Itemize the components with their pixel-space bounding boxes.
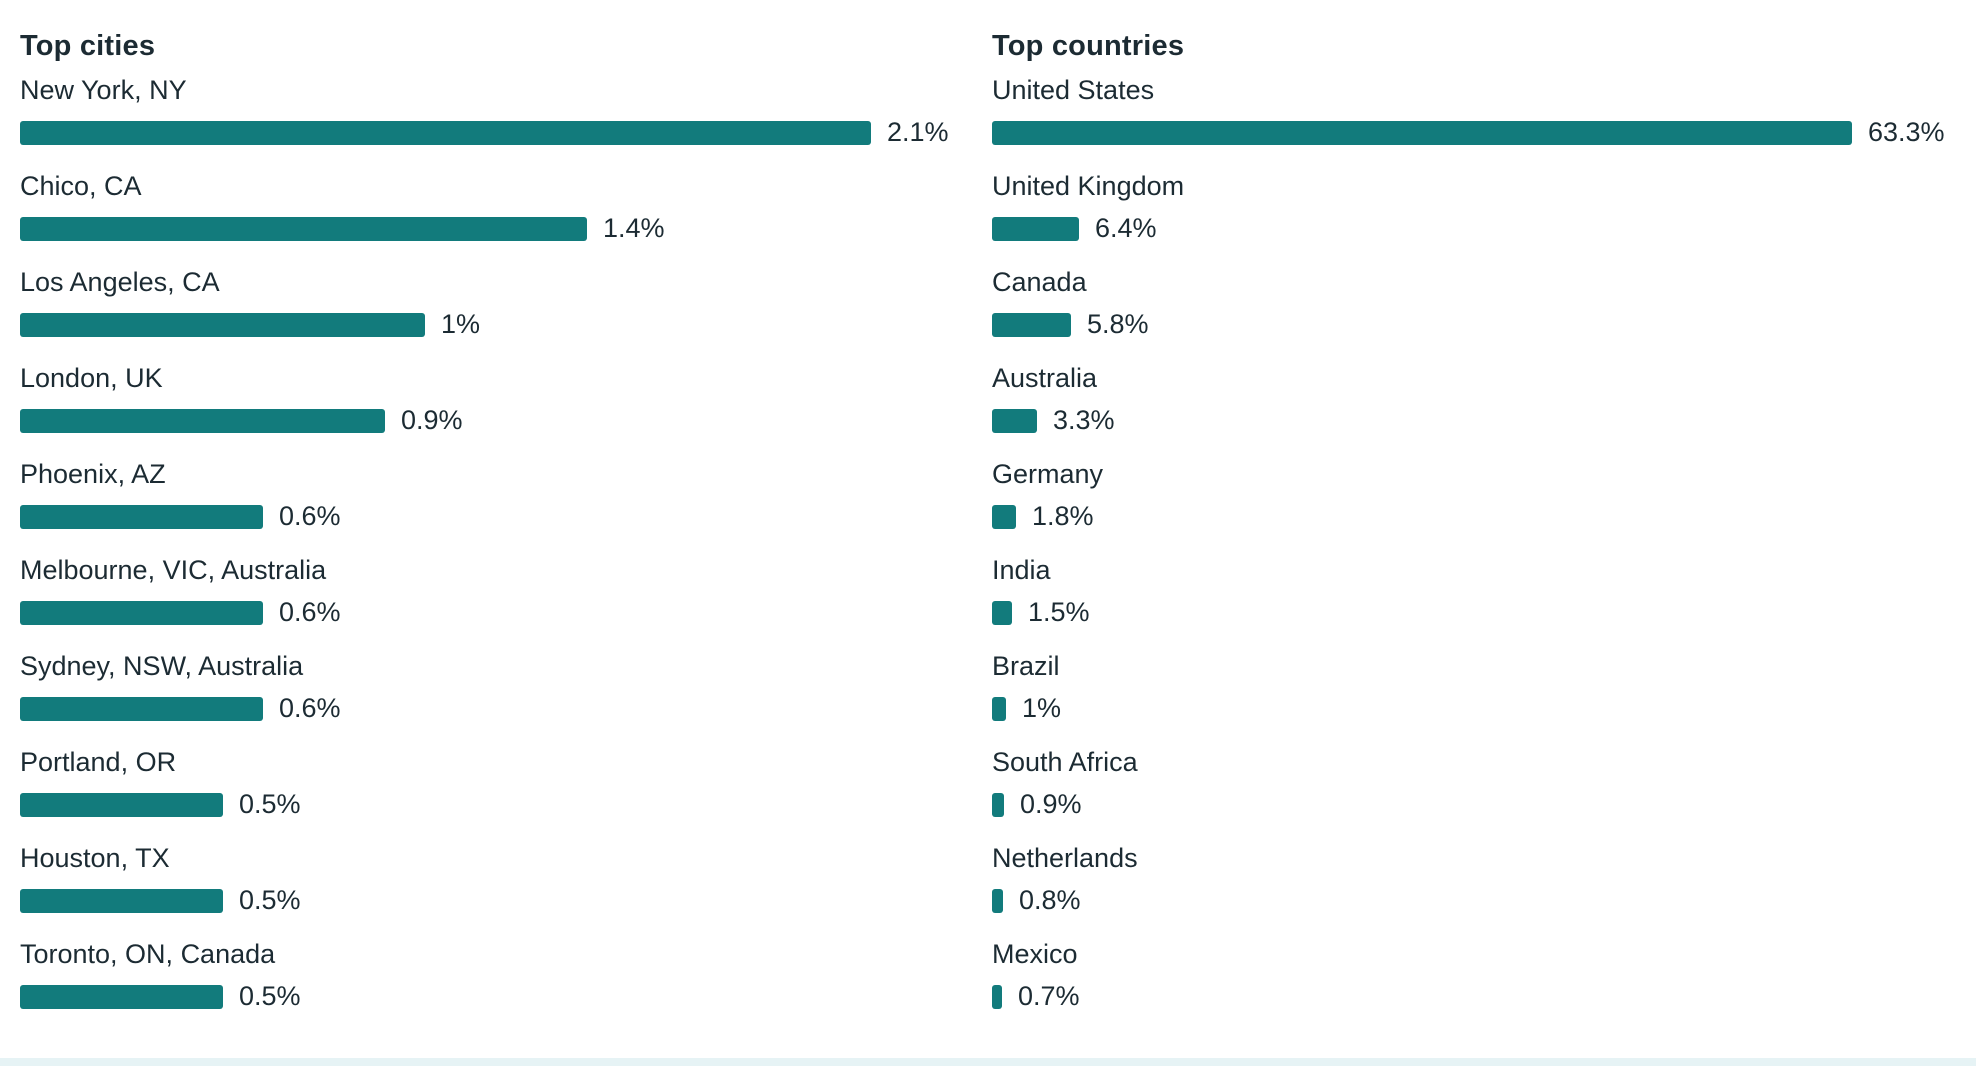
city-label: Chico, CA bbox=[20, 171, 142, 201]
country-bar bbox=[992, 793, 1004, 817]
country-percent-label: 0.7% bbox=[1018, 981, 1080, 1011]
city-label: Melbourne, VIC, Australia bbox=[20, 555, 327, 585]
city-bar bbox=[20, 121, 871, 145]
city-percent-label: 0.5% bbox=[239, 981, 301, 1011]
country-percent-label: 0.8% bbox=[1019, 885, 1081, 915]
country-bar bbox=[992, 601, 1012, 625]
city-bar bbox=[20, 409, 385, 433]
top-cities-panel: Top cities New York, NY 2.1% Chico, CA 1.4%… bbox=[20, 22, 975, 1030]
country-row: Canada 5.8% bbox=[992, 262, 1956, 358]
country-row: Mexico 0.7% bbox=[992, 934, 1956, 1030]
city-row: London, UK 0.9% bbox=[20, 358, 975, 454]
country-bar bbox=[992, 313, 1071, 337]
top-cities-list: New York, NY 2.1% Chico, CA 1.4% Los Angeles… bbox=[20, 70, 975, 1030]
city-percent-label: 2.1% bbox=[887, 117, 949, 147]
city-percent-label: 0.6% bbox=[279, 501, 341, 531]
city-label: Phoenix, AZ bbox=[20, 459, 166, 489]
country-percent-label: 1.5% bbox=[1028, 597, 1090, 627]
country-label: Germany bbox=[992, 459, 1104, 489]
country-label: Mexico bbox=[992, 939, 1078, 969]
city-label: Los Angeles, CA bbox=[20, 267, 220, 297]
country-bar bbox=[992, 121, 1852, 145]
city-row: Portland, OR 0.5% bbox=[20, 742, 975, 838]
country-label: Australia bbox=[992, 363, 1098, 393]
top-countries-title: Top countries bbox=[992, 30, 1185, 62]
top-cities-title: Top cities bbox=[20, 30, 156, 62]
country-bar bbox=[992, 217, 1079, 241]
country-row: Germany 1.8% bbox=[992, 454, 1956, 550]
city-row: Chico, CA 1.4% bbox=[20, 166, 975, 262]
city-label: Houston, TX bbox=[20, 843, 170, 873]
country-row: Brazil 1% bbox=[992, 646, 1956, 742]
country-bar bbox=[992, 505, 1016, 529]
country-label: United Kingdom bbox=[992, 171, 1185, 201]
city-row: Sydney, NSW, Australia 0.6% bbox=[20, 646, 975, 742]
city-row: Los Angeles, CA 1% bbox=[20, 262, 975, 358]
city-percent-label: 1% bbox=[441, 309, 481, 339]
country-percent-label: 1% bbox=[1022, 693, 1062, 723]
country-percent-label: 3.3% bbox=[1053, 405, 1115, 435]
city-bar bbox=[20, 505, 263, 529]
country-row: India 1.5% bbox=[992, 550, 1956, 646]
city-row: New York, NY 2.1% bbox=[20, 70, 975, 166]
city-label: London, UK bbox=[20, 363, 163, 393]
footer-strip bbox=[0, 1058, 1976, 1066]
city-label: Portland, OR bbox=[20, 747, 177, 777]
city-label: New York, NY bbox=[20, 75, 187, 105]
country-label: South Africa bbox=[992, 747, 1138, 777]
city-percent-label: 0.6% bbox=[279, 693, 341, 723]
city-row: Toronto, ON, Canada 0.5% bbox=[20, 934, 975, 1030]
city-label: Sydney, NSW, Australia bbox=[20, 651, 304, 681]
city-row: Phoenix, AZ 0.6% bbox=[20, 454, 975, 550]
country-row: United Kingdom 6.4% bbox=[992, 166, 1956, 262]
city-row: Houston, TX 0.5% bbox=[20, 838, 975, 934]
city-percent-label: 1.4% bbox=[603, 213, 665, 243]
city-bar bbox=[20, 217, 587, 241]
country-percent-label: 0.9% bbox=[1020, 789, 1082, 819]
country-label: Brazil bbox=[992, 651, 1060, 681]
country-row: United States 63.3% bbox=[992, 70, 1956, 166]
country-bar bbox=[992, 889, 1003, 913]
city-percent-label: 0.9% bbox=[401, 405, 463, 435]
city-bar bbox=[20, 889, 223, 913]
country-percent-label: 6.4% bbox=[1095, 213, 1157, 243]
top-countries-panel: Top countries United States 63.3% United K… bbox=[992, 22, 1956, 1030]
city-row: Melbourne, VIC, Australia 0.6% bbox=[20, 550, 975, 646]
city-bar bbox=[20, 601, 263, 625]
country-label: United States bbox=[992, 75, 1155, 105]
country-percent-label: 1.8% bbox=[1032, 501, 1094, 531]
country-row: Netherlands 0.8% bbox=[992, 838, 1956, 934]
city-bar bbox=[20, 793, 223, 817]
country-label: Canada bbox=[992, 267, 1087, 297]
country-percent-label: 63.3% bbox=[1868, 117, 1945, 147]
top-countries-list: United States 63.3% United Kingdom 6.4% Cana… bbox=[992, 70, 1956, 1030]
country-bar bbox=[992, 985, 1002, 1009]
city-percent-label: 0.5% bbox=[239, 885, 301, 915]
city-bar bbox=[20, 313, 425, 337]
city-bar bbox=[20, 697, 263, 721]
country-label: Netherlands bbox=[992, 843, 1138, 873]
city-label: Toronto, ON, Canada bbox=[20, 939, 276, 969]
country-row: South Africa 0.9% bbox=[992, 742, 1956, 838]
city-percent-label: 0.6% bbox=[279, 597, 341, 627]
city-percent-label: 0.5% bbox=[239, 789, 301, 819]
country-bar bbox=[992, 697, 1006, 721]
country-label: India bbox=[992, 555, 1051, 585]
country-percent-label: 5.8% bbox=[1087, 309, 1149, 339]
country-row: Australia 3.3% bbox=[992, 358, 1956, 454]
city-bar bbox=[20, 985, 223, 1009]
country-bar bbox=[992, 409, 1037, 433]
